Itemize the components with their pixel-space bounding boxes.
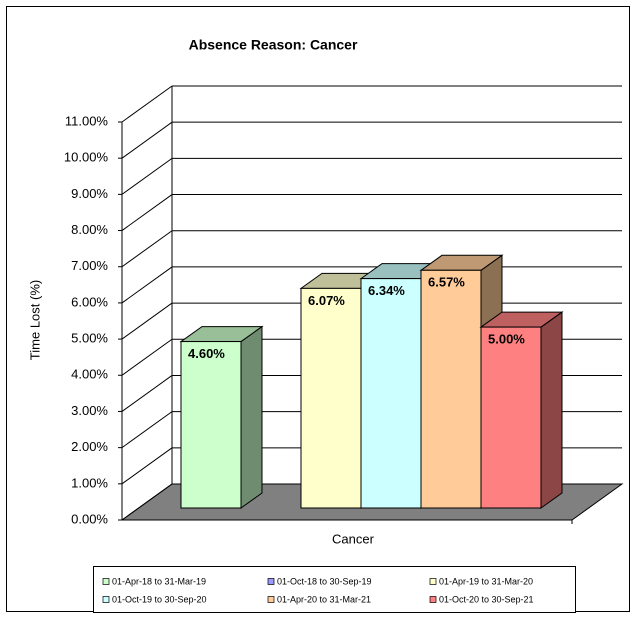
y-tick-label: 6.00% — [71, 294, 108, 309]
grid-line — [121, 266, 173, 304]
grid-line — [121, 85, 173, 123]
y-tick-label: 3.00% — [71, 403, 108, 418]
legend-swatch — [102, 596, 110, 603]
legend-label: 01-Oct-18 to 30-Sep-19 — [277, 576, 372, 586]
legend-label: 01-Oct-19 to 30-Sep-20 — [112, 594, 207, 604]
y-tick-label: 4.00% — [71, 367, 108, 382]
bar — [420, 269, 482, 509]
y-tick-label: 1.00% — [71, 475, 108, 490]
y-tick-label: 0.00% — [71, 511, 108, 526]
x-tick-label: Cancer — [332, 531, 375, 546]
grid-line — [121, 375, 173, 412]
legend-swatch — [267, 596, 275, 603]
y-tick-label: 7.00% — [71, 258, 108, 273]
value-label: 4.60% — [188, 346, 225, 361]
legend-box — [93, 566, 576, 613]
legend: 01-Apr-18 to 31-Mar-19 01-Oct-18 to 30-Se… — [102, 576, 534, 604]
bar-side — [240, 325, 263, 509]
bar — [180, 341, 242, 509]
grid-line — [121, 447, 173, 485]
grid-line — [121, 157, 173, 195]
y-tick-label: 10.00% — [64, 150, 109, 165]
grid-line — [121, 302, 173, 340]
y-tick-label: 8.00% — [71, 222, 108, 237]
bar — [300, 287, 362, 509]
value-label: 6.07% — [308, 293, 345, 308]
legend-label: 01-Apr-18 to 31-Mar-19 — [112, 576, 206, 586]
legend-swatch — [102, 578, 110, 585]
legend-swatch — [429, 596, 437, 603]
y-tick-label: 9.00% — [71, 186, 108, 201]
grid-line — [121, 483, 173, 521]
bar-side — [540, 311, 563, 509]
grid-line — [121, 338, 173, 376]
grid-line — [121, 121, 173, 159]
y-tick-label: 5.00% — [71, 331, 108, 346]
y-tick-label: 11.00% — [65, 113, 109, 128]
legend-swatch — [429, 578, 437, 585]
chart-title: Absence Reason: Cancer — [189, 37, 358, 53]
value-label: 6.57% — [428, 275, 465, 290]
bar — [360, 278, 422, 509]
grid-line — [121, 411, 173, 449]
legend-label: 01-Apr-20 to 31-Mar-21 — [277, 594, 371, 604]
value-label: 5.00% — [488, 332, 525, 347]
y-axis-label: Time Lost (%) — [27, 280, 42, 360]
bar — [480, 326, 542, 509]
grid-line — [121, 230, 173, 268]
value-label: 6.34% — [368, 283, 405, 298]
legend-swatch — [267, 578, 275, 585]
y-tick-label: 2.00% — [71, 439, 108, 454]
legend-label: 01-Apr-19 to 31-Mar-20 — [439, 576, 533, 586]
grid-line — [121, 194, 173, 231]
legend-label: 01-Oct-20 to 30-Sep-21 — [439, 594, 534, 604]
